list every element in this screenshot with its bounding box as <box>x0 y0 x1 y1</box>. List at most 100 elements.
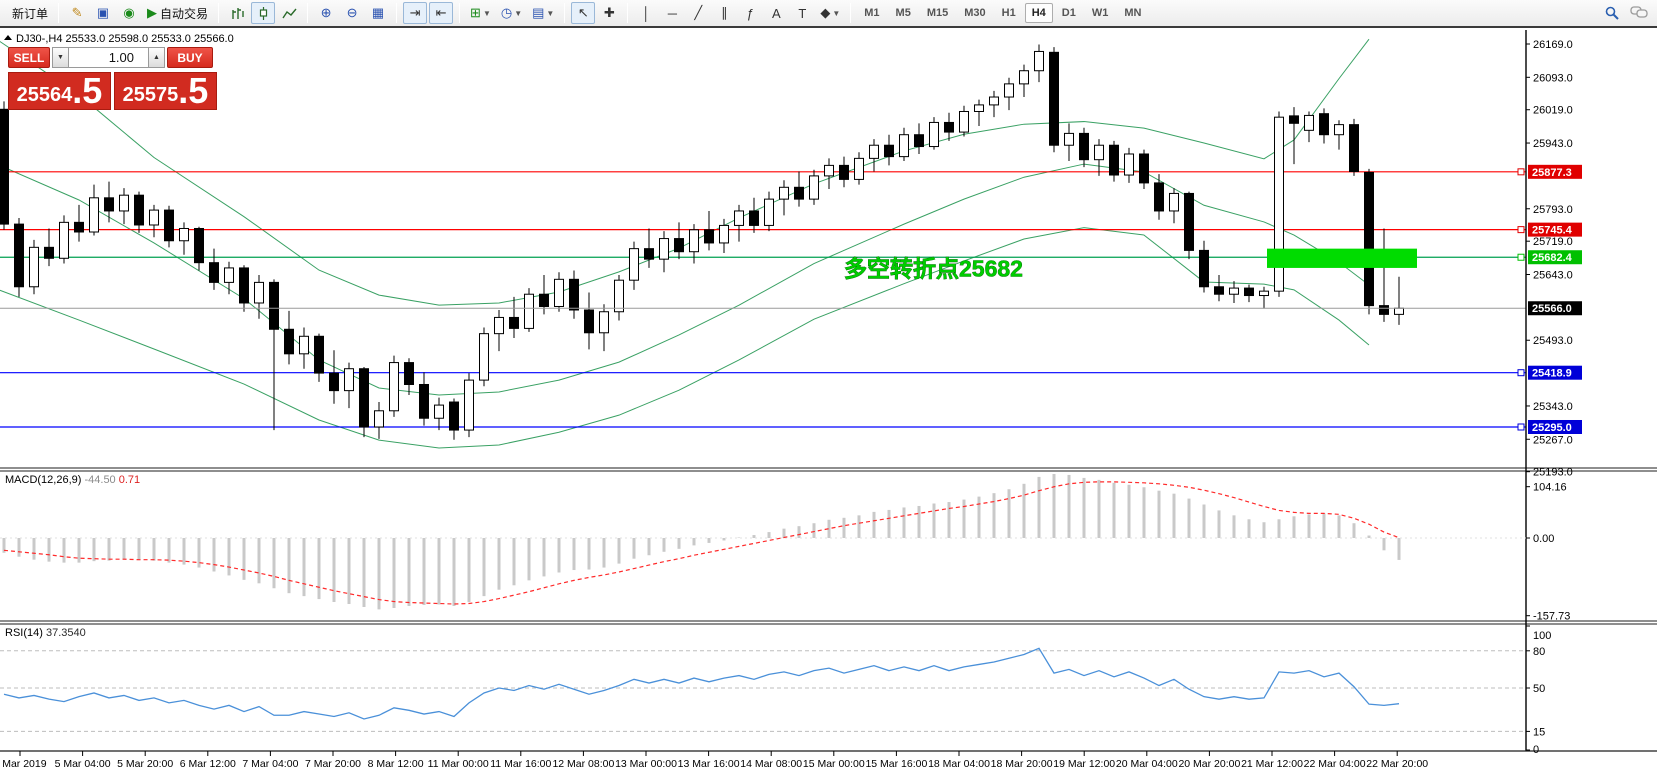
periods-button[interactable]: ◷ ▼ <box>497 2 526 24</box>
sell-price-box[interactable]: 25564.5 <box>8 72 111 110</box>
time-axis-label: 12 Mar 08:00 <box>552 758 614 770</box>
candle-body <box>254 281 264 304</box>
auto-scroll-button[interactable]: ⇥ <box>403 2 428 24</box>
templates-button[interactable]: ▤ ▼ <box>528 2 558 24</box>
time-axis-label: 13 Mar 00:00 <box>615 758 677 770</box>
candle-body <box>854 157 864 180</box>
profiles-icon-button[interactable]: ▣ <box>91 2 115 24</box>
time-axis-label: 7 Mar 04:00 <box>242 758 298 770</box>
candle-body <box>329 372 339 392</box>
trendline-button[interactable]: ╱ <box>686 2 710 24</box>
candle-body <box>779 186 789 200</box>
buy-price-box[interactable]: 25575.5 <box>114 72 217 110</box>
buy-button[interactable]: BUY <box>167 47 213 68</box>
candle-body <box>1184 192 1194 251</box>
search-button[interactable] <box>1600 2 1624 24</box>
price-chip-label: 25877.3 <box>1532 167 1572 179</box>
candle-body <box>1154 182 1164 212</box>
candle-body <box>1094 144 1104 161</box>
price-chip <box>1528 365 1582 380</box>
candle-body <box>389 362 399 412</box>
indicators-icon: ⊞ <box>470 5 481 20</box>
candlestick-chart-button[interactable] <box>251 2 276 24</box>
candle-body <box>374 410 384 428</box>
candle-body <box>794 186 804 200</box>
price-chip-label: 25682.4 <box>1532 252 1573 264</box>
rsi-line <box>3 647 1400 720</box>
toolbar-separator <box>307 3 309 23</box>
buy-price-frac: .5 <box>178 70 209 111</box>
candle-body <box>1334 124 1344 136</box>
line-chart-button[interactable] <box>277 2 301 24</box>
candle-body <box>164 209 174 242</box>
candles-front <box>1349 118 1404 325</box>
zoom-out-button[interactable]: ⊖ <box>340 2 364 24</box>
candle-body <box>1349 124 1359 173</box>
timeframe-m5-button[interactable]: M5 <box>895 7 911 19</box>
tile-windows-button[interactable]: ▦ <box>366 2 390 24</box>
sell-price-frac: .5 <box>72 70 103 111</box>
candle-body <box>149 209 159 226</box>
candle-body <box>1064 132 1074 146</box>
new-order-button[interactable]: 新订单 <box>12 6 49 21</box>
candle-body <box>494 316 504 335</box>
candle-body <box>1289 115 1299 124</box>
bar-chart-button[interactable] <box>225 2 249 24</box>
text-button[interactable]: A <box>764 2 788 24</box>
chat-button[interactable] <box>1626 2 1652 24</box>
candle-body <box>134 194 144 226</box>
timeframe-mn-button[interactable]: MN <box>1124 7 1142 19</box>
volume-increase-button[interactable]: ▲ <box>148 47 165 68</box>
price-chip <box>1528 222 1582 237</box>
candle-body <box>179 227 189 242</box>
highlighter-icon-button[interactable]: ✎ <box>65 2 89 24</box>
text-label-button[interactable]: T <box>790 2 814 24</box>
candle-body <box>434 404 444 419</box>
zoom-in-button[interactable]: ⊕ <box>314 2 338 24</box>
candle-body <box>1004 83 1014 98</box>
volume-decrease-button[interactable]: ▼ <box>52 47 69 68</box>
symbol-marker-icon <box>4 35 12 40</box>
zoom-in-icon: ⊕ <box>320 5 332 20</box>
candle-body <box>884 144 894 158</box>
timeframe-m30-button[interactable]: M30 <box>964 7 986 19</box>
macd-signal-line <box>3 481 1400 605</box>
candle-body <box>689 229 699 253</box>
timeframe-m1-button[interactable]: M1 <box>864 7 880 19</box>
one-click-trading-panel: SELL ▼ 1.00 ▲ BUY 25564.5 25575.5 <box>8 47 217 110</box>
sell-button[interactable]: SELL <box>8 47 50 68</box>
auto-scroll-icon: ⇥ <box>409 5 421 20</box>
chart-shift-button[interactable]: ⇤ <box>429 2 454 24</box>
timeframe-d1-button[interactable]: D1 <box>1061 7 1076 19</box>
timeframe-m15-button[interactable]: M15 <box>926 7 949 19</box>
crosshair-button[interactable]: ✚ <box>597 2 621 24</box>
arrows-button[interactable]: ◆ ▼ <box>816 2 844 24</box>
macd-indicator-label: MACD(12,26,9) -44.50 0.71 <box>5 474 140 486</box>
candle-body <box>239 267 249 304</box>
vertical-line-button[interactable]: │ <box>634 2 658 24</box>
alerts-icon-button[interactable]: ◉ <box>117 2 141 24</box>
price-chart-canvas[interactable]: 多空转折点25682 26169.0 26093.0 26019.0 25943.0 25… <box>0 30 1657 774</box>
toolbar-separator <box>627 3 629 23</box>
price-axis-tick-label: 26019.0 <box>1533 105 1573 117</box>
line-axis-marker <box>1517 253 1525 261</box>
timeframe-h1-button[interactable]: H1 <box>1001 7 1016 19</box>
horizontal-line-button[interactable]: ─ <box>660 2 684 24</box>
profiles-icon-icon: ▣ <box>96 5 110 20</box>
auto-trading-button[interactable]: ▶ 自动交易 <box>147 5 209 21</box>
dropdown-caret-icon: ▼ <box>546 8 555 18</box>
highlight-rectangle[interactable] <box>1267 248 1417 268</box>
candle-body <box>1319 113 1329 136</box>
indicators-button[interactable]: ⊞ ▼ <box>466 2 495 24</box>
cursor-button[interactable]: ↖ <box>571 2 596 24</box>
chart-annotation-text: 多空转折点25682 <box>844 256 1023 282</box>
templates-icon: ▤ <box>532 5 545 20</box>
timeframe-h4-button[interactable]: H4 <box>1024 3 1053 23</box>
volume-input[interactable]: 1.00 <box>69 47 148 68</box>
chart-window[interactable]: 多空转折点25682 26169.0 26093.0 26019.0 25943.0 25… <box>0 30 1657 774</box>
arrows-icon: ◆ <box>820 5 831 20</box>
fibonacci-button[interactable]: ƒ <box>738 2 762 24</box>
timeframe-w1-button[interactable]: W1 <box>1091 7 1109 19</box>
candle-body <box>659 238 669 260</box>
equidistant-channel-button[interactable]: ∥ <box>712 2 736 24</box>
